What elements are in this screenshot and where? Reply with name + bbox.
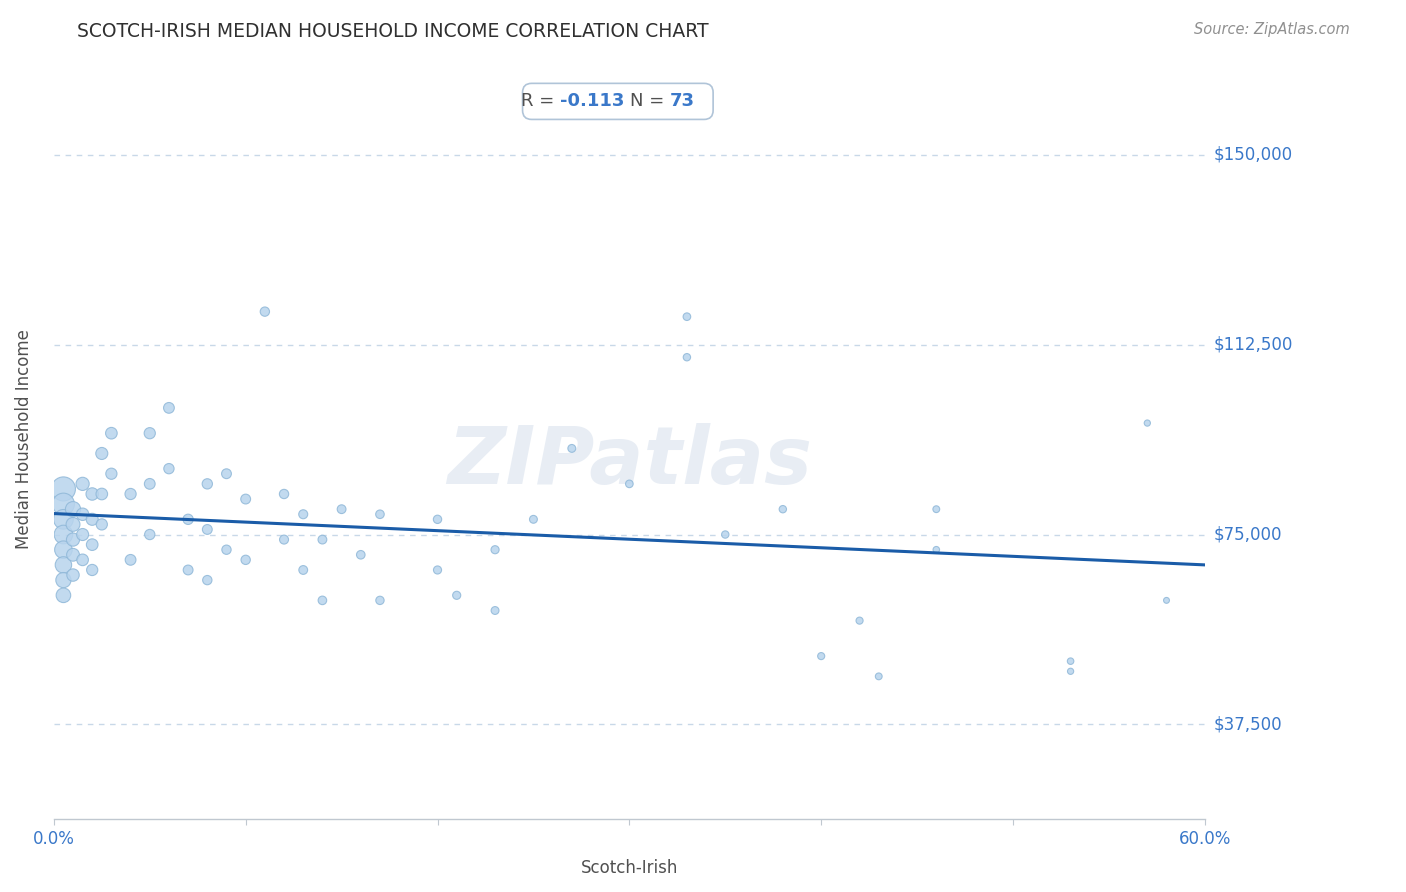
Point bbox=[100, 426, 122, 441]
Text: ZIPatlas: ZIPatlas bbox=[447, 424, 811, 501]
Point bbox=[253, 304, 276, 318]
Point bbox=[1059, 654, 1081, 668]
Point bbox=[292, 563, 315, 577]
Point bbox=[177, 512, 200, 526]
Point bbox=[82, 538, 104, 552]
Point bbox=[368, 593, 391, 607]
Text: 73: 73 bbox=[669, 93, 695, 111]
Point bbox=[72, 476, 94, 491]
Point bbox=[139, 476, 162, 491]
Point bbox=[426, 512, 449, 526]
Point bbox=[52, 527, 75, 541]
Point bbox=[273, 487, 295, 501]
Point bbox=[72, 527, 94, 541]
Point bbox=[52, 542, 75, 557]
Point bbox=[484, 603, 506, 617]
Point bbox=[311, 593, 333, 607]
Point bbox=[120, 553, 142, 567]
Point bbox=[561, 442, 583, 456]
Point bbox=[215, 467, 238, 481]
Point bbox=[139, 527, 162, 541]
Text: SCOTCH-IRISH MEDIAN HOUSEHOLD INCOME CORRELATION CHART: SCOTCH-IRISH MEDIAN HOUSEHOLD INCOME COR… bbox=[77, 22, 709, 41]
Point bbox=[90, 487, 112, 501]
Point bbox=[195, 573, 218, 587]
Point bbox=[925, 502, 948, 516]
Point bbox=[772, 502, 794, 516]
Text: $112,500: $112,500 bbox=[1213, 335, 1292, 353]
X-axis label: Scotch-Irish: Scotch-Irish bbox=[581, 859, 678, 877]
Point bbox=[82, 487, 104, 501]
Point bbox=[330, 502, 353, 516]
Point bbox=[273, 533, 295, 547]
Point bbox=[195, 476, 218, 491]
Point bbox=[72, 553, 94, 567]
Point bbox=[350, 548, 373, 562]
Point bbox=[925, 542, 948, 557]
Point bbox=[139, 426, 162, 441]
Text: $37,500: $37,500 bbox=[1213, 715, 1282, 733]
Point bbox=[619, 476, 641, 491]
Point bbox=[484, 542, 506, 557]
Point bbox=[195, 523, 218, 537]
Point bbox=[446, 588, 468, 602]
Text: Source: ZipAtlas.com: Source: ZipAtlas.com bbox=[1194, 22, 1350, 37]
Point bbox=[1156, 593, 1178, 607]
Point bbox=[810, 649, 832, 664]
Point bbox=[62, 548, 84, 562]
Text: R =: R = bbox=[522, 93, 560, 111]
Point bbox=[90, 446, 112, 460]
Point bbox=[868, 669, 890, 683]
Point bbox=[52, 573, 75, 587]
Text: -0.113: -0.113 bbox=[560, 93, 624, 111]
Point bbox=[177, 563, 200, 577]
Point bbox=[426, 563, 449, 577]
Point bbox=[62, 533, 84, 547]
Point bbox=[235, 553, 257, 567]
Point bbox=[215, 542, 238, 557]
Point bbox=[1136, 416, 1159, 430]
Point bbox=[72, 508, 94, 522]
Text: $150,000: $150,000 bbox=[1213, 145, 1292, 163]
Point bbox=[292, 508, 315, 522]
Point bbox=[1059, 665, 1081, 679]
Point bbox=[120, 487, 142, 501]
Point bbox=[100, 467, 122, 481]
Y-axis label: Median Household Income: Median Household Income bbox=[15, 330, 32, 549]
Point bbox=[235, 491, 257, 506]
Point bbox=[82, 563, 104, 577]
Point bbox=[52, 497, 75, 511]
Point bbox=[522, 512, 544, 526]
Point bbox=[52, 512, 75, 526]
Point bbox=[368, 508, 391, 522]
Point bbox=[714, 527, 737, 541]
Point bbox=[676, 310, 699, 324]
Point bbox=[157, 461, 180, 475]
Point bbox=[82, 512, 104, 526]
Point bbox=[52, 588, 75, 602]
Text: $75,000: $75,000 bbox=[1213, 525, 1282, 543]
Point bbox=[848, 614, 870, 628]
Point bbox=[52, 482, 75, 496]
Point bbox=[90, 517, 112, 532]
Point bbox=[157, 401, 180, 415]
Point bbox=[62, 517, 84, 532]
Text: N =: N = bbox=[630, 93, 669, 111]
Point bbox=[676, 350, 699, 364]
Point bbox=[62, 568, 84, 582]
Point bbox=[311, 533, 333, 547]
Point bbox=[62, 502, 84, 516]
Point bbox=[52, 558, 75, 572]
